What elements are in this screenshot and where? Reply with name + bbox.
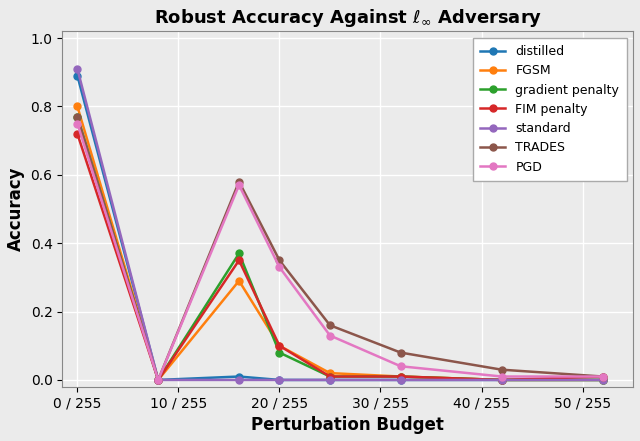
PGD (74, 121, 81, 126)
TRADES (397, 350, 404, 355)
PGD (326, 333, 334, 338)
FIM penalty (326, 374, 334, 379)
FGSM (276, 343, 284, 348)
PGD (599, 374, 607, 379)
distilled (154, 377, 162, 383)
standard (599, 377, 607, 383)
Line: gradient penalty: gradient penalty (74, 113, 606, 383)
TRADES (235, 179, 243, 184)
TRADES (599, 374, 607, 379)
X-axis label: Perturbation Budget: Perturbation Budget (252, 416, 444, 434)
PGD (154, 377, 162, 383)
Line: PGD: PGD (74, 120, 606, 383)
TRADES (276, 258, 284, 263)
gradient penalty (74, 114, 81, 120)
distilled (276, 377, 284, 383)
FGSM (74, 104, 81, 109)
FGSM (397, 374, 404, 379)
FGSM (498, 377, 506, 383)
FIM penalty (276, 343, 284, 348)
FIM penalty (599, 374, 607, 379)
PGD (235, 183, 243, 188)
Y-axis label: Accuracy: Accuracy (7, 167, 25, 251)
gradient penalty (498, 377, 506, 383)
TRADES (74, 114, 81, 120)
TRADES (326, 323, 334, 328)
gradient penalty (326, 374, 334, 379)
PGD (276, 265, 284, 270)
distilled (498, 377, 506, 383)
Line: standard: standard (74, 65, 606, 383)
distilled (397, 377, 404, 383)
standard (397, 377, 404, 383)
gradient penalty (599, 377, 607, 383)
standard (276, 377, 284, 383)
TRADES (154, 377, 162, 383)
standard (74, 66, 81, 71)
FGSM (326, 370, 334, 376)
Legend: distilled, FGSM, gradient penalty, FIM penalty, standard, TRADES, PGD: distilled, FGSM, gradient penalty, FIM p… (473, 37, 627, 181)
FGSM (154, 377, 162, 383)
distilled (74, 73, 81, 78)
Line: FGSM: FGSM (74, 103, 606, 383)
gradient penalty (276, 350, 284, 355)
FIM penalty (397, 374, 404, 379)
Title: Robust Accuracy Against $\ell_\infty$ Adversary: Robust Accuracy Against $\ell_\infty$ Ad… (154, 7, 542, 29)
standard (326, 377, 334, 383)
FGSM (599, 377, 607, 383)
PGD (498, 374, 506, 379)
Line: TRADES: TRADES (74, 113, 606, 383)
gradient penalty (154, 377, 162, 383)
distilled (235, 374, 243, 379)
Line: FIM penalty: FIM penalty (74, 131, 606, 383)
gradient penalty (397, 374, 404, 379)
PGD (397, 364, 404, 369)
gradient penalty (235, 251, 243, 256)
FIM penalty (235, 258, 243, 263)
standard (235, 377, 243, 383)
FIM penalty (498, 377, 506, 383)
TRADES (498, 367, 506, 372)
distilled (326, 377, 334, 383)
FIM penalty (74, 131, 81, 136)
standard (154, 377, 162, 383)
Line: distilled: distilled (74, 72, 606, 383)
FIM penalty (154, 377, 162, 383)
FGSM (235, 278, 243, 284)
distilled (599, 377, 607, 383)
standard (498, 377, 506, 383)
